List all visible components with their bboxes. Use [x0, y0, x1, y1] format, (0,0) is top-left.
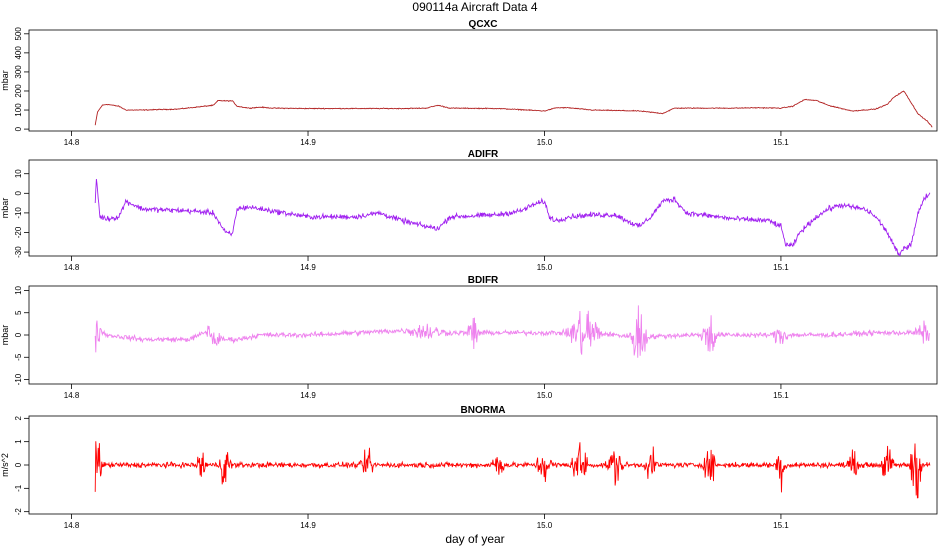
y-axis-label: m/s^2 — [0, 453, 10, 477]
y-tick-label: 0 — [14, 191, 23, 196]
y-tick-label: -30 — [14, 246, 23, 258]
panel-title: ADIFR — [468, 149, 499, 160]
plot-frame — [28, 159, 938, 257]
x-axis-label: day of year — [445, 532, 504, 546]
y-axis-label: mbar — [0, 325, 10, 346]
y-tick-label: 10 — [14, 169, 23, 178]
series-line-qcxc — [94, 90, 933, 128]
panel-bnorma: BNORMA m/s^2 -2 -1 0 1 2 14.8 14.9 15.0 15.1 — [0, 405, 938, 530]
y-tick-label: 0 — [14, 462, 23, 467]
y-tick-label: 200 — [14, 84, 23, 98]
y-axis-label: mbar — [0, 198, 10, 219]
panel-title: BNORMA — [461, 405, 506, 416]
panel-bdifr: BDIFR mbar -10 -5 0 5 10 14.8 14.9 15.0 15.1 — [0, 275, 938, 400]
x-tick-label: 15.1 — [773, 521, 789, 530]
y-tick-label: -2 — [14, 508, 23, 516]
y-tick-label: -1 — [14, 484, 23, 492]
y-tick-label: 1 — [14, 439, 23, 444]
panel-title: QCXC — [469, 19, 498, 30]
y-tick-label: 10 — [14, 285, 23, 294]
y-tick-label: 0 — [14, 332, 23, 337]
x-tick-label: 14.8 — [64, 521, 80, 530]
y-tick-label: 300 — [14, 65, 23, 79]
x-tick-label: 15.0 — [537, 521, 553, 530]
y-axis-label: mbar — [0, 70, 10, 91]
x-tick-label: 14.8 — [64, 391, 80, 400]
x-tick-label: 15.0 — [537, 391, 553, 400]
x-tick-label: 15.0 — [537, 138, 553, 147]
y-tick-label: -10 — [14, 207, 23, 219]
x-tick-label: 14.8 — [64, 263, 80, 272]
y-tick-label: -5 — [14, 353, 23, 361]
x-tick-label: 14.9 — [300, 138, 316, 147]
series-line-bnorma — [94, 441, 931, 499]
panel-adifr: ADIFR mbar -30 -20 -10 0 10 14.8 14.9 15.0 15.1 — [0, 149, 938, 272]
y-tick-label: 2 — [14, 416, 23, 421]
plot-frame — [28, 29, 938, 132]
x-tick-label: 14.9 — [300, 391, 316, 400]
y-tick-label: 100 — [14, 103, 23, 117]
series-line-bdifr — [94, 305, 931, 358]
y-tick-label: 5 — [14, 310, 23, 315]
x-tick-label: 14.9 — [300, 521, 316, 530]
x-tick-label: 15.1 — [773, 391, 789, 400]
y-tick-label: 400 — [14, 46, 23, 60]
panel-qcxc: QCXC mbar 0 100 200 300 400 500 14.8 14.9 15.0 15.1 — [0, 19, 938, 147]
x-tick-label: 14.9 — [300, 263, 316, 272]
y-tick-label: 0 — [14, 126, 23, 131]
y-tick-label: -20 — [14, 226, 23, 238]
x-tick-label: 15.1 — [773, 263, 789, 272]
figure-title: 090114a Aircraft Data 4 — [412, 0, 538, 14]
series-line-adifr — [94, 179, 931, 256]
y-tick-label: 500 — [14, 27, 23, 41]
x-tick-label: 15.1 — [773, 138, 789, 147]
panel-title: BDIFR — [468, 275, 499, 286]
x-tick-label: 14.8 — [64, 138, 80, 147]
x-tick-label: 15.0 — [537, 263, 553, 272]
y-tick-label: -10 — [14, 373, 23, 385]
